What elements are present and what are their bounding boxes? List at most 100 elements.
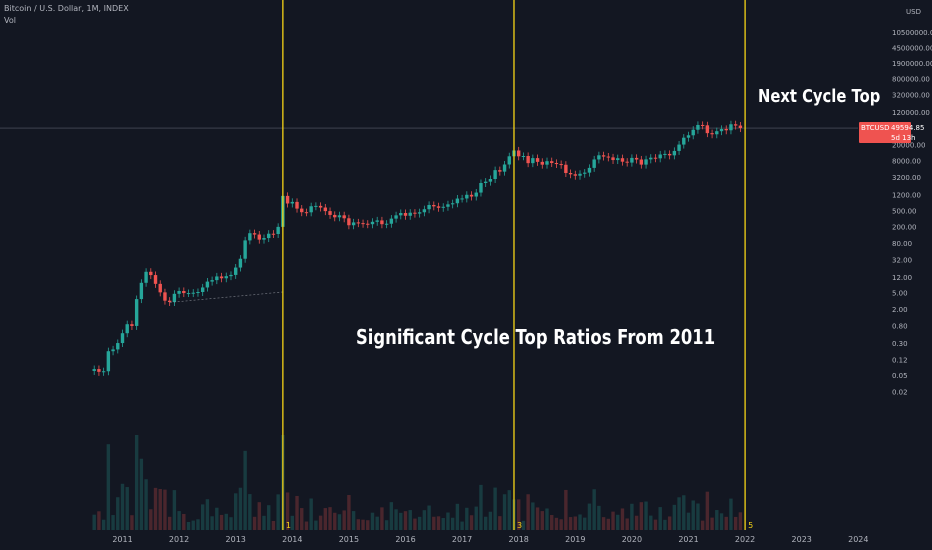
candle-body — [677, 144, 681, 151]
candle-body — [158, 283, 162, 293]
candle-body — [455, 198, 460, 204]
candle-body — [271, 233, 276, 235]
candle-body — [215, 276, 219, 281]
candle-body — [686, 135, 691, 138]
y-tick-label: 4500000.00 — [892, 44, 932, 52]
volume-bar — [483, 516, 488, 530]
y-tick-label: 8000.00 — [892, 158, 921, 166]
volume-bar — [219, 514, 224, 530]
symbol-title: Bitcoin / U.S. Dollar, 1M, INDEX — [4, 4, 129, 13]
candle-body — [441, 206, 445, 208]
y-tick-label: 120000.00 — [892, 109, 930, 117]
candle-body — [267, 233, 271, 239]
volume-bar — [422, 510, 427, 530]
volume-bar — [130, 515, 134, 530]
candle-body — [370, 221, 375, 225]
candle-body — [408, 212, 412, 216]
volume-bar — [238, 487, 243, 530]
volume-bar — [465, 507, 469, 530]
candle-body — [234, 267, 238, 275]
volume-bar — [304, 521, 309, 530]
candle-body — [125, 324, 129, 334]
candle-body — [252, 233, 257, 235]
volume-bar — [738, 512, 743, 530]
volume-bar — [333, 512, 337, 530]
volume-bar — [116, 497, 120, 530]
candle-body — [314, 205, 318, 207]
candle-body — [337, 215, 342, 218]
candle-body — [517, 150, 521, 157]
cycle-marker-label: 5 — [748, 521, 753, 530]
candle-body — [394, 215, 398, 219]
volume-bar — [290, 515, 294, 530]
volume-bar — [403, 511, 408, 530]
candle-body — [554, 162, 559, 165]
candle-body — [682, 137, 686, 145]
candle-body — [342, 215, 346, 219]
volume-bar — [502, 494, 507, 530]
candle-body — [474, 192, 478, 197]
candle-body — [285, 195, 290, 204]
candle-body — [134, 299, 139, 326]
candle-body — [710, 133, 714, 135]
candle-body — [465, 194, 469, 199]
candle-body — [587, 167, 592, 173]
main-annotation: Significant Cycle Top Ratios From 2011 — [356, 325, 716, 349]
candle-body — [205, 281, 210, 288]
candle-body — [399, 213, 403, 216]
candle-body — [578, 173, 582, 176]
candle-body — [502, 164, 507, 172]
candle-body — [375, 220, 379, 222]
cycle-marker-label: 1 — [286, 521, 291, 530]
volume-bar — [149, 509, 153, 530]
candle-body — [620, 158, 625, 162]
candle-body — [224, 276, 228, 279]
volume-bar — [375, 516, 379, 530]
volume-bar — [644, 501, 648, 530]
x-tick-label: 2015 — [339, 535, 359, 544]
x-tick-label: 2014 — [282, 535, 302, 544]
candle-body — [219, 276, 224, 279]
volume-indicator-label[interactable]: Vol — [4, 16, 16, 25]
candle-body — [413, 212, 417, 214]
candle-body — [658, 154, 662, 159]
candle-body — [450, 203, 455, 205]
volume-bar — [356, 519, 361, 530]
x-tick-label: 2021 — [678, 535, 698, 544]
volume-bar — [234, 493, 238, 530]
candle-body — [361, 223, 365, 225]
volume-bar — [399, 512, 403, 530]
candle-body — [304, 212, 309, 214]
volume-bar — [125, 487, 129, 530]
y-tick-label: 10500000.00 — [892, 29, 932, 37]
volume-bar — [616, 514, 620, 530]
volume-bar — [705, 491, 710, 530]
volume-bar — [200, 504, 205, 530]
x-tick-label: 2011 — [112, 535, 132, 544]
price-tag-box — [859, 122, 911, 144]
volume-bar — [611, 511, 615, 530]
volume-bar — [97, 511, 101, 530]
volume-bar — [229, 517, 233, 530]
candle-body — [446, 204, 450, 207]
candle-body — [163, 292, 167, 301]
volume-bar — [361, 519, 365, 530]
volume-bar — [436, 516, 441, 530]
candle-body — [568, 173, 573, 175]
candle-body — [97, 369, 101, 372]
volume-bar — [276, 494, 280, 530]
candle-body — [243, 240, 247, 259]
candle-body — [535, 158, 540, 162]
candle-body — [200, 287, 205, 293]
volume-bar — [517, 499, 521, 530]
x-tick-label: 2022 — [735, 535, 755, 544]
volume-bar — [493, 487, 497, 530]
currency-label: USD — [906, 8, 921, 16]
candle-body — [559, 164, 563, 166]
volume-bar — [540, 511, 544, 530]
volume-bar — [653, 519, 658, 530]
volume-bar — [550, 515, 554, 530]
candle-body — [616, 158, 620, 161]
